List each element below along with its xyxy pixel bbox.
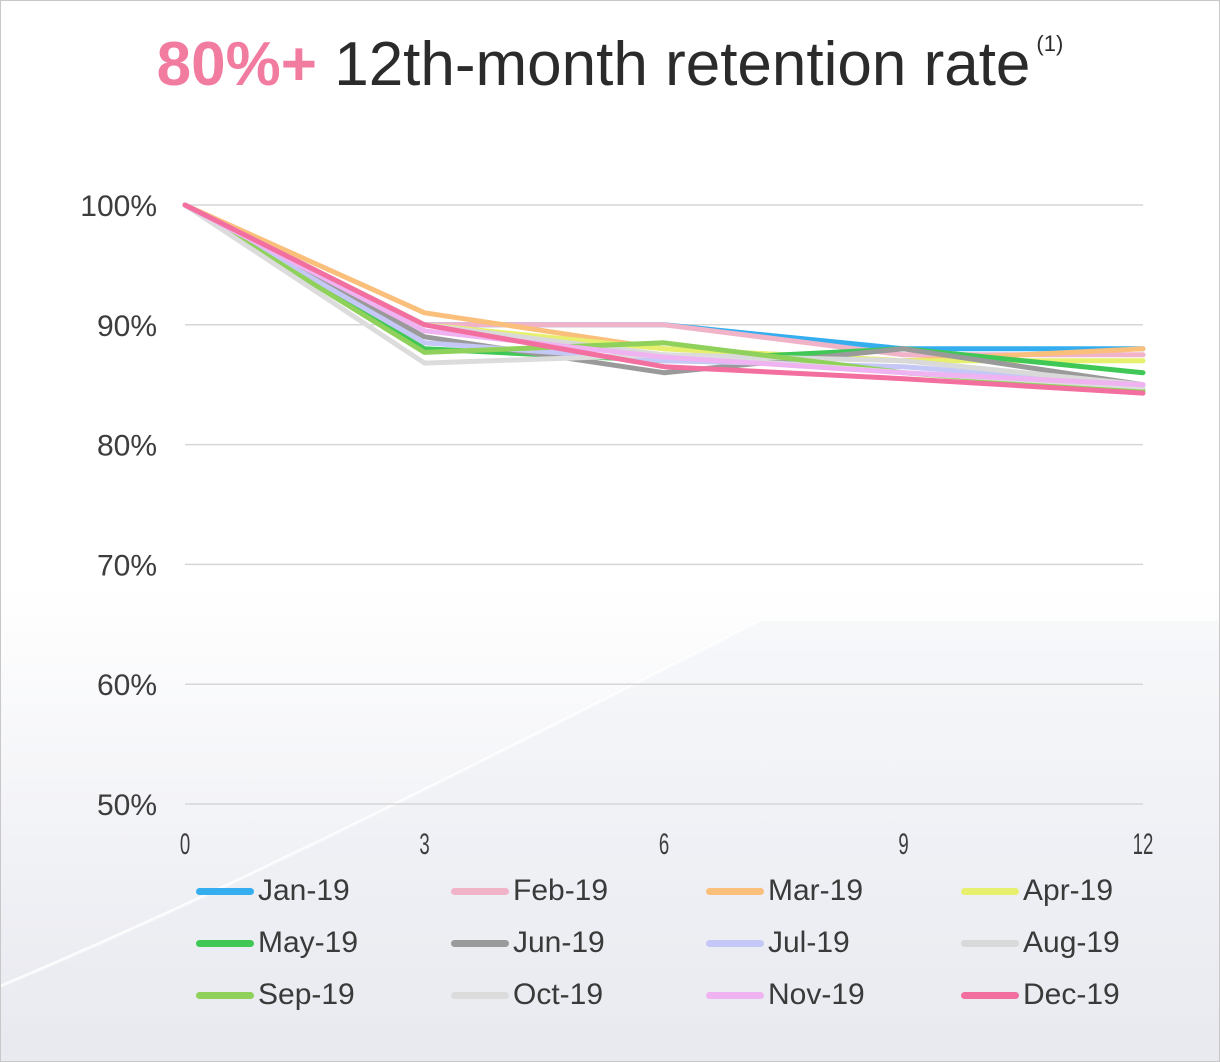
y-tick-label: 80% xyxy=(97,430,157,463)
legend-label: Dec-19 xyxy=(1023,978,1120,1011)
legend-label: Mar-19 xyxy=(768,874,864,907)
legend-item-dec-19: Dec-19 xyxy=(961,977,1206,1013)
x-tick-label: 9 xyxy=(898,828,908,862)
x-tick-label: 6 xyxy=(659,828,669,862)
legend-item-aug-19: Aug-19 xyxy=(961,925,1206,961)
title-accent: 80%+ xyxy=(156,30,317,99)
legend-label: Nov-19 xyxy=(768,978,865,1011)
series-line-jun-19 xyxy=(182,202,1146,388)
legend-swatch xyxy=(961,991,1019,999)
y-tick-label: 70% xyxy=(97,549,157,582)
series-layer xyxy=(182,202,1146,396)
legend-swatch xyxy=(706,887,764,895)
legend-item-nov-19: Nov-19 xyxy=(706,977,961,1013)
x-tick-label: 0 xyxy=(180,828,190,862)
series-line-nov-19 xyxy=(182,202,1146,388)
x-tick-label: 12 xyxy=(1133,828,1154,862)
legend-item-jul-19: Jul-19 xyxy=(706,925,961,961)
legend-label: Jul-19 xyxy=(768,926,850,959)
legend-swatch xyxy=(451,887,509,895)
legend-swatch xyxy=(196,939,254,947)
legend-label: Oct-19 xyxy=(513,978,604,1011)
y-axis-ticks: 50% 60% 70% 80% 90% 100% xyxy=(80,190,157,822)
x-axis-ticks: 0 3 6 9 12 xyxy=(180,828,1154,862)
legend-item-jun-19: Jun-19 xyxy=(451,925,706,961)
legend-swatch xyxy=(706,939,764,947)
legend-swatch xyxy=(451,939,509,947)
legend-swatch xyxy=(196,887,254,895)
x-tick-label: 3 xyxy=(419,828,429,862)
legend-item-jan-19: Jan-19 xyxy=(196,873,451,909)
y-tick-label: 100% xyxy=(80,190,157,223)
y-tick-label: 90% xyxy=(97,310,157,343)
legend-label: Jun-19 xyxy=(513,926,605,959)
y-tick-label: 60% xyxy=(97,669,157,702)
legend-label: Aug-19 xyxy=(1023,926,1120,959)
chart-legend: Jan-19 Feb-19 Mar-19 Apr-19 May-19 Jun-19 Jul-… xyxy=(196,873,1206,1013)
chart-title: 80%+ 12th-month retention rate (1) xyxy=(1,29,1219,100)
legend-item-feb-19: Feb-19 xyxy=(451,873,706,909)
legend-label: Feb-19 xyxy=(513,874,609,907)
legend-item-apr-19: Apr-19 xyxy=(961,873,1206,909)
series-line-jul-19 xyxy=(182,202,1146,388)
legend-swatch xyxy=(196,991,254,999)
legend-label: May-19 xyxy=(258,926,359,959)
legend-item-oct-19: Oct-19 xyxy=(451,977,706,1013)
legend-label: Jan-19 xyxy=(258,874,350,907)
legend-label: Sep-19 xyxy=(258,978,355,1011)
legend-swatch xyxy=(706,991,764,999)
legend-item-mar-19: Mar-19 xyxy=(706,873,961,909)
title-footnote: (1) xyxy=(1036,31,1064,56)
legend-item-may-19: May-19 xyxy=(196,925,451,961)
legend-label: Apr-19 xyxy=(1023,874,1114,907)
title-main: 12th-month retention rate xyxy=(334,30,1031,99)
grid-layer xyxy=(185,204,1143,805)
y-tick-label: 50% xyxy=(97,789,157,822)
legend-swatch xyxy=(451,991,509,999)
legend-item-sep-19: Sep-19 xyxy=(196,977,451,1013)
series-line-dec-19 xyxy=(182,202,1146,396)
retention-line-chart: 50% 60% 70% 80% 90% 100% 0 3 6 9 12 xyxy=(80,190,1154,862)
legend-swatch xyxy=(961,939,1019,947)
legend-swatch xyxy=(961,887,1019,895)
